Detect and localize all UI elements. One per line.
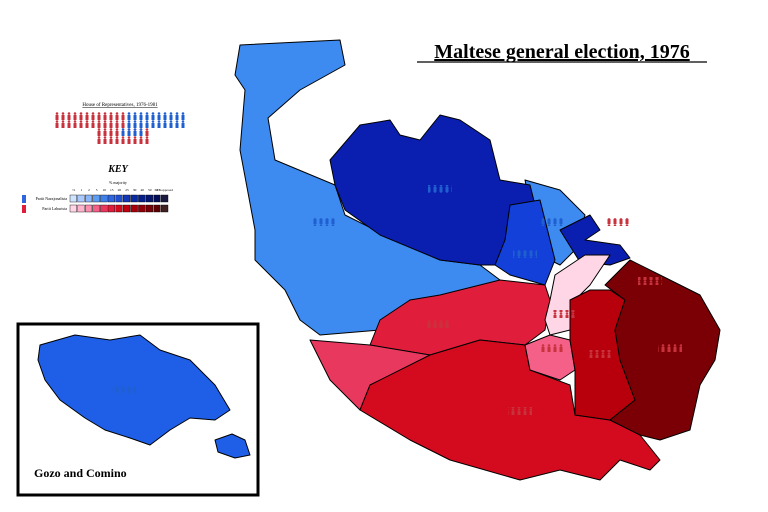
- key-swatch: [100, 204, 108, 213]
- seat-icon: [638, 277, 662, 285]
- key-swatch: [115, 194, 123, 203]
- key-swatch: [107, 194, 116, 203]
- scale-label: 2: [88, 188, 90, 192]
- party-icon: [22, 195, 26, 203]
- scale-label: Unopposed: [157, 188, 173, 192]
- key-swatch: [130, 204, 138, 213]
- seat-icon: [658, 344, 682, 352]
- key-swatch: [145, 204, 154, 213]
- seat-icon: [508, 407, 532, 415]
- seat-chart: [126, 112, 186, 128]
- key-swatch: [160, 204, 169, 213]
- seat-icon: [540, 344, 564, 352]
- key-title: KEY: [107, 164, 128, 175]
- party-name: Partit Laburista: [42, 206, 67, 211]
- scale-label: 20: [118, 188, 122, 192]
- key-swatch: [122, 194, 131, 203]
- seat-icon: [312, 218, 336, 226]
- key-swatch: [153, 204, 161, 213]
- key-swatch: [77, 204, 85, 213]
- scale-label: 5: [96, 188, 98, 192]
- scale-label: 15: [110, 188, 114, 192]
- seat-chart: [54, 112, 126, 128]
- key-swatch: [138, 204, 146, 213]
- key-swatch: [145, 194, 154, 203]
- scale-label: 50: [148, 188, 152, 192]
- seat-markers: [312, 185, 682, 415]
- scale-label: 60+: [155, 188, 161, 192]
- seat-icon: [605, 218, 629, 226]
- map-title: Maltese general election, 1976: [434, 41, 689, 63]
- key-swatch: [92, 204, 100, 213]
- key-swatch: [69, 204, 78, 213]
- seat-icon: [425, 320, 449, 328]
- key: KEY % majority <1 1 2 5 10 15 20 25 30 40 50 60+Uno…: [22, 164, 173, 213]
- scale-label: 1: [81, 188, 83, 192]
- scale-label: 10: [102, 188, 106, 192]
- scale-label: <1: [72, 188, 76, 192]
- key-swatch: [160, 194, 169, 203]
- party-icon: [22, 205, 26, 213]
- seat-icon: [513, 250, 537, 258]
- seat-icon: [553, 310, 577, 318]
- key-swatch: [92, 194, 100, 203]
- key-swatch: [138, 194, 146, 203]
- key-swatch: [107, 204, 116, 213]
- seat-icon: [540, 218, 564, 226]
- seat-icon: [428, 185, 452, 193]
- scale-label: 30: [133, 188, 137, 192]
- key-swatch: [100, 194, 108, 203]
- scale-label: 25: [125, 188, 129, 192]
- seat-icon: [588, 350, 612, 358]
- malta: [234, 39, 721, 481]
- inset-label: Gozo and Comino: [34, 466, 127, 480]
- legislature-title: House of Representatives, 1976-1981: [82, 103, 158, 108]
- comino: [214, 433, 251, 459]
- key-swatch: [153, 194, 161, 203]
- party-name: Partit Nazzjonalista: [36, 196, 68, 201]
- key-swatch: [130, 194, 138, 203]
- key-swatch: [122, 204, 131, 213]
- seat-chart: [122, 128, 146, 136]
- key-swatch: [69, 194, 78, 203]
- key-swatch: [84, 204, 93, 213]
- key-swatch: [77, 194, 85, 203]
- district: [369, 279, 551, 356]
- seat-icon: [112, 386, 136, 394]
- key-swatch: [115, 204, 123, 213]
- scale-label: 40: [140, 188, 144, 192]
- key-subtitle: % majority: [109, 180, 127, 185]
- key-swatch: [84, 194, 93, 203]
